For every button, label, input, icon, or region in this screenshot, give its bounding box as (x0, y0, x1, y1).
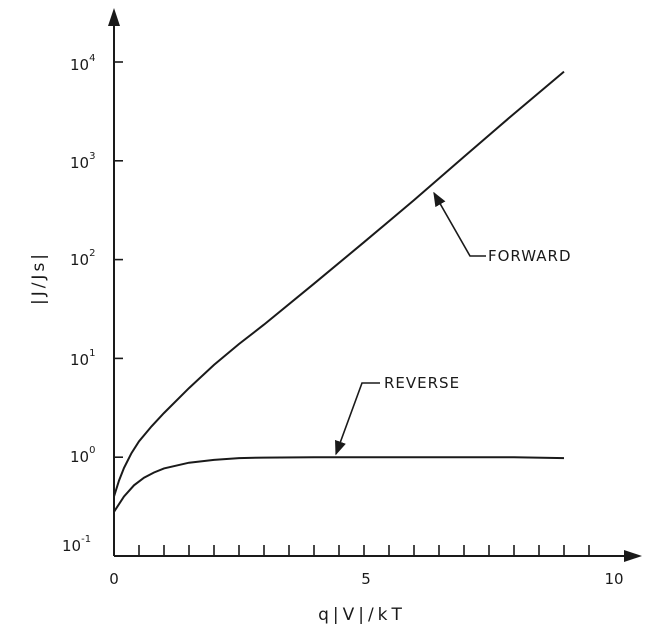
y-tick-label: 10-1 (62, 534, 91, 555)
x-tick-label: 5 (361, 570, 371, 588)
forward-curve (113, 70, 565, 497)
y-axis-ticks (114, 61, 123, 557)
reverse-annotation-label: REVERSE (384, 374, 460, 392)
y-axis-title: |J/Js| (29, 251, 49, 305)
y-tick-label: 104 (70, 53, 95, 74)
x-axis-ticks (138, 545, 590, 556)
reverse-curve (113, 456, 565, 513)
x-tick-label: 0 (109, 570, 119, 588)
y-tick-label: 102 (70, 248, 95, 269)
reverse-annotation-arrow (335, 382, 380, 456)
x-axis-title: q|V|/kT (318, 605, 406, 625)
y-axis-arrowhead (108, 8, 120, 26)
y-tick-label: 103 (70, 151, 95, 172)
x-tick-label: 10 (604, 570, 623, 588)
y-tick-label: 100 (70, 445, 95, 466)
forward-annotation-arrow (433, 191, 486, 257)
y-tick-label: 101 (70, 348, 95, 369)
x-axis-arrowhead (624, 550, 642, 562)
forward-annotation-label: FORWARD (488, 247, 572, 265)
